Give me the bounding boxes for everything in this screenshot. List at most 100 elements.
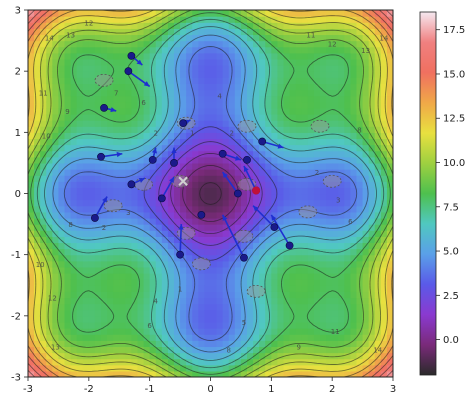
heat-cell [46,52,53,60]
heat-cell [380,132,388,140]
heat-cell [338,10,345,17]
heat-cell [259,175,266,182]
heat-cell [271,52,279,60]
heat-cell [40,297,47,305]
heat-cell [247,144,254,152]
heat-cell [143,175,151,182]
heat-cell [131,144,139,152]
vector-head [151,147,157,154]
heat-cell [210,22,218,29]
heat-cell [234,175,242,182]
heat-cell [222,162,230,170]
heat-cell [307,77,315,85]
contour-line [28,10,393,377]
heat-cell [204,236,212,244]
heat-cell [186,242,193,250]
heat-cell [210,89,218,97]
heat-cell [234,291,242,299]
heat-cell [326,107,333,115]
heat-cell [289,34,297,42]
heat-cell [119,254,126,262]
heat-cell [52,358,60,366]
heat-cell [313,370,321,377]
heat-cell [64,358,72,366]
heat-cell [64,89,72,97]
heat-cell [386,285,393,292]
heat-cell [356,40,364,48]
heat-cell [76,211,84,219]
heat-cell [386,340,393,348]
heat-cell [374,169,382,176]
heat-cell [289,236,297,244]
heat-cell [368,248,376,256]
heat-cell [326,83,333,91]
heat-cell [356,260,364,268]
heat-cell [356,169,364,176]
heat-cell [70,352,78,360]
heat-cell [131,273,139,280]
heat-cell [186,303,193,311]
heat-cell [283,126,291,133]
heat-cell [234,113,242,121]
heat-cell [271,328,279,335]
heat-cell [76,199,84,207]
heat-cell [344,22,352,29]
heat-cell [46,260,53,268]
heat-cell [210,358,218,366]
heat-cell [101,120,108,127]
heat-cell [356,28,364,36]
heat-cell [113,16,120,23]
heat-cell [204,291,212,299]
heat-cell [313,83,321,91]
heat-cell [380,242,388,250]
heat-cell [192,175,199,182]
heat-cell [210,236,218,244]
heat-cell [34,40,41,48]
heat-cell [70,169,78,176]
heat-cell [332,193,339,201]
heat-cell [380,107,388,115]
heat-cell [362,101,370,109]
heat-cell [320,273,327,280]
heat-cell [295,266,303,274]
heat-cell [380,162,388,170]
heat-cell [76,187,84,195]
heat-cell [228,205,236,213]
heat-cell [149,169,157,176]
heat-cell [301,113,309,121]
heat-cell [386,175,393,182]
heat-cell [94,71,102,78]
heat-cell [204,95,212,103]
heat-cell [40,285,47,292]
heat-cell [113,52,120,60]
heat-cell [46,230,53,237]
heat-cell [228,10,236,17]
heat-cell [167,352,175,360]
heat-cell [113,58,120,66]
heat-cell [313,291,321,299]
heat-cell [356,291,364,299]
heat-cell [34,83,41,91]
heat-cell [88,266,96,274]
heat-cell [338,205,345,213]
heat-cell [332,175,339,182]
heat-cell [82,126,90,133]
heat-cell [34,315,41,323]
heat-cell [332,279,339,286]
heat-cell [131,260,139,268]
heat-cell [240,328,248,335]
minimum-region [94,73,114,87]
heat-cell [228,113,236,121]
heat-cell [216,303,224,311]
heat-cell [265,156,272,164]
heat-cell [338,230,345,237]
heat-cell [386,242,393,250]
heat-cell [58,303,66,311]
heat-cell [313,22,321,29]
heat-cell [119,199,126,207]
heat-cell [46,120,53,127]
heat-cell [88,217,96,225]
heat-cell [380,89,388,97]
heat-cell [301,303,309,311]
heat-cell [143,58,151,66]
